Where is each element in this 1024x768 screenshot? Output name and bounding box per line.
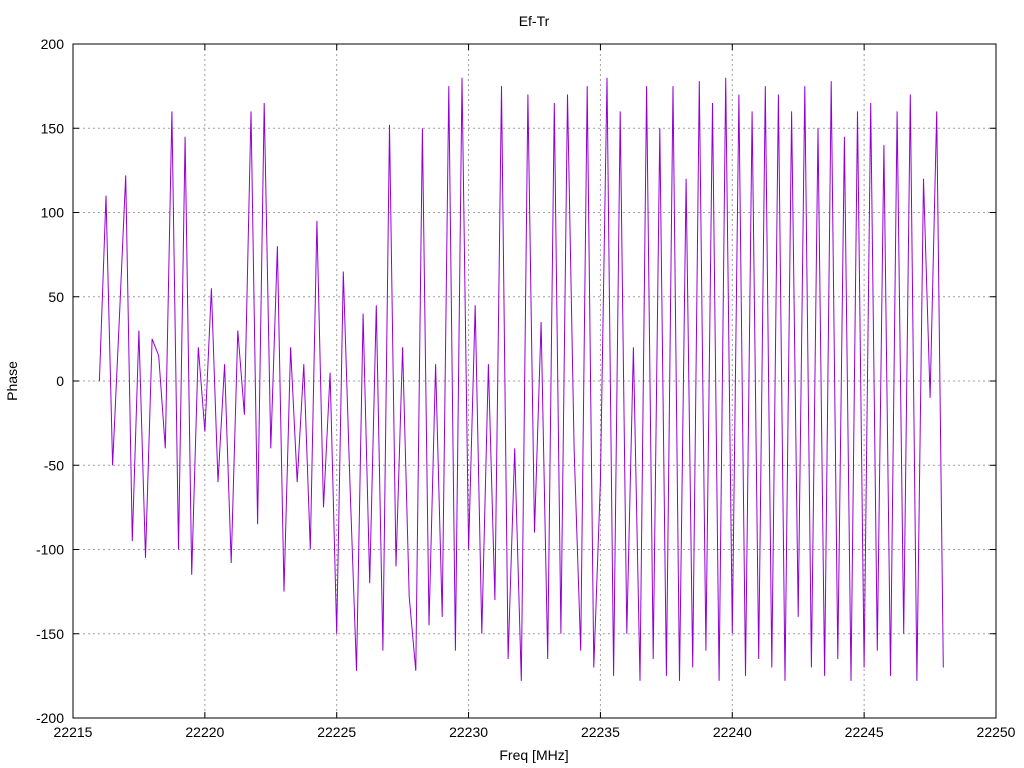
series-line (98, 77, 944, 681)
y-tick-label: -100 (36, 542, 64, 558)
x-tick-label: 22240 (713, 724, 752, 740)
y-axis-label: Phase (4, 361, 20, 401)
x-tick-label: 22235 (581, 724, 620, 740)
x-tick-label: 22215 (54, 724, 93, 740)
y-tick-label: 0 (56, 373, 64, 389)
y-tick-label: -50 (44, 457, 64, 473)
chart-title: Ef-Tr (519, 13, 550, 29)
y-tick-label: -150 (36, 626, 64, 642)
x-tick-label: 22230 (449, 724, 488, 740)
y-tick-label: -200 (36, 710, 64, 726)
y-tick-label: 150 (41, 120, 65, 136)
x-tick-label: 22225 (317, 724, 356, 740)
y-tick-label: 200 (41, 36, 65, 52)
x-axis-label: Freq [MHz] (499, 747, 568, 763)
ticks: 22215 22220 22225 22230 22235 22240 22245 22250… (36, 36, 1016, 740)
x-tick-label: 22250 (977, 724, 1016, 740)
plot-border (72, 43, 997, 719)
y-tick-label: 100 (41, 205, 65, 221)
x-tick-label: 22245 (845, 724, 884, 740)
y-tick-label: 50 (48, 289, 64, 305)
x-tick-label: 22220 (185, 724, 224, 740)
